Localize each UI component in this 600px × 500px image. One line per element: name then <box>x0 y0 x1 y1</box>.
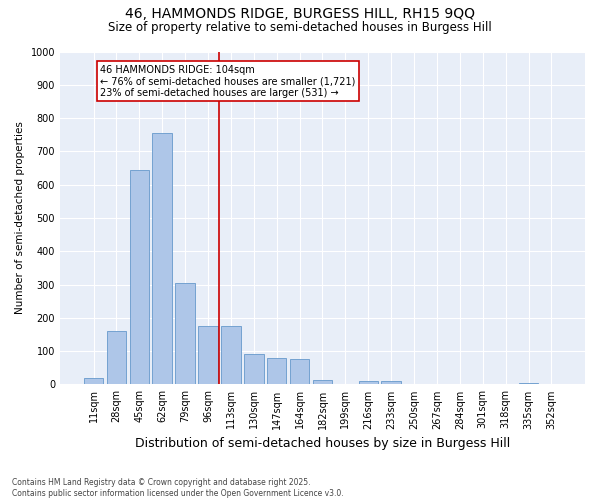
Bar <box>267 358 286 384</box>
Text: Size of property relative to semi-detached houses in Burgess Hill: Size of property relative to semi-detach… <box>108 21 492 34</box>
Bar <box>359 381 378 384</box>
Bar <box>290 360 309 384</box>
Text: 46 HAMMONDS RIDGE: 104sqm
← 76% of semi-detached houses are smaller (1,721)
23% : 46 HAMMONDS RIDGE: 104sqm ← 76% of semi-… <box>100 65 356 98</box>
Bar <box>313 380 332 384</box>
Bar <box>175 283 195 384</box>
Bar <box>130 170 149 384</box>
Text: 46, HAMMONDS RIDGE, BURGESS HILL, RH15 9QQ: 46, HAMMONDS RIDGE, BURGESS HILL, RH15 9… <box>125 8 475 22</box>
Bar <box>152 133 172 384</box>
Bar <box>107 331 126 384</box>
Y-axis label: Number of semi-detached properties: Number of semi-detached properties <box>15 122 25 314</box>
Bar <box>198 326 218 384</box>
Bar <box>84 378 103 384</box>
Text: Contains HM Land Registry data © Crown copyright and database right 2025.
Contai: Contains HM Land Registry data © Crown c… <box>12 478 344 498</box>
Bar <box>382 381 401 384</box>
Bar <box>221 326 241 384</box>
Bar <box>244 354 263 384</box>
X-axis label: Distribution of semi-detached houses by size in Burgess Hill: Distribution of semi-detached houses by … <box>135 437 510 450</box>
